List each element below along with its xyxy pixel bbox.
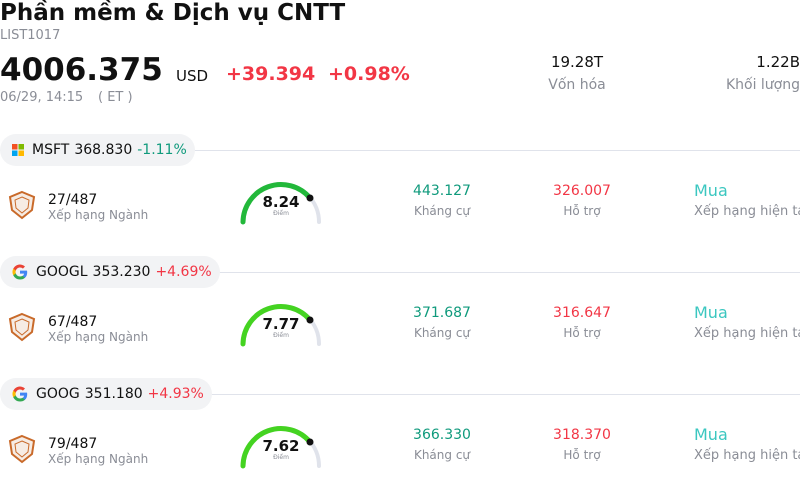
support: 318.370: [553, 427, 611, 443]
gauge-arc: [240, 426, 313, 469]
rank-icon: [8, 190, 36, 224]
divider: [0, 394, 800, 395]
shield: [8, 190, 36, 220]
logo-wrap: [12, 264, 28, 280]
rank: 79/487: [48, 436, 98, 452]
gauge: [239, 420, 325, 474]
resistance: 443.127: [413, 183, 471, 199]
score: 8.24: [262, 193, 300, 211]
change-pct: +0.98%: [328, 63, 410, 85]
currency: USD: [176, 67, 209, 85]
resistance: 371.687: [413, 305, 471, 321]
rank: 27/487: [48, 192, 98, 208]
rating-label: Xếp hạng hiện tại: [694, 326, 800, 341]
resistance-label: Kháng cự: [413, 326, 471, 340]
support-label: Hỗ trợ: [563, 204, 601, 218]
support: 326.007: [553, 183, 611, 199]
volume: 1.22B: [756, 53, 800, 71]
gauge-arc: [240, 304, 313, 347]
rating: Mua: [694, 425, 728, 444]
rank-icon: [8, 434, 36, 468]
price: 4006.375: [0, 52, 163, 88]
resistance-label: Kháng cự: [413, 204, 471, 218]
change: +39.394: [226, 63, 316, 85]
rank: 67/487: [48, 314, 98, 330]
stock-pill[interactable]: GOOGL 353.230 +4.69%: [0, 256, 220, 288]
gauge-svg: [240, 182, 321, 225]
stock-pill[interactable]: MSFT 368.830 -1.11%: [0, 134, 195, 166]
volume-label: Khối lượng: [725, 77, 800, 93]
resistance-label: Kháng cự: [413, 448, 471, 462]
code: LIST1017: [0, 28, 61, 43]
market-cap: 19.28T: [550, 53, 604, 71]
rating: Mua: [694, 181, 728, 200]
stock-change: +4.93%: [147, 386, 204, 402]
gauge-dot: [306, 316, 314, 324]
stock-price: 351.180: [84, 386, 143, 402]
logo: [12, 264, 28, 280]
rank-icon: [8, 312, 36, 346]
rank-label: Xếp hạng Ngành: [48, 208, 149, 222]
stock-change: +4.69%: [155, 264, 212, 280]
divider: [0, 272, 800, 273]
time: 06/29, 14:15: [0, 90, 84, 105]
gauge: [239, 298, 325, 352]
support-label: Hỗ trợ: [563, 448, 601, 462]
gauge-svg: [240, 304, 321, 347]
shield: [8, 434, 36, 464]
score: 7.77: [262, 315, 300, 333]
score-label: Điểm: [273, 210, 289, 217]
logo: [12, 386, 28, 402]
support: 316.647: [553, 305, 611, 321]
rating-label: Xếp hạng hiện tại: [694, 204, 800, 219]
logo-wrap: [12, 144, 24, 156]
support-label: Hỗ trợ: [563, 326, 601, 340]
rating: Mua: [694, 303, 728, 322]
gauge-dot: [306, 194, 314, 202]
gauge-svg: [240, 426, 321, 469]
market-cap-label: Vốn hóa: [548, 77, 606, 93]
stock-price: 368.830: [74, 142, 133, 158]
stock-change: -1.11%: [137, 142, 187, 158]
shield: [8, 312, 36, 342]
logo-wrap: [12, 386, 28, 402]
title: Phần mềm & Dịch vụ CNTT: [0, 0, 346, 26]
divider: [0, 150, 800, 151]
rating-label: Xếp hạng hiện tại: [694, 448, 800, 463]
score-label: Điểm: [273, 332, 289, 339]
stock-ticker: MSFT: [32, 142, 70, 158]
stock-ticker: GOOG: [36, 386, 80, 402]
gauge: [239, 176, 325, 230]
rank-label: Xếp hạng Ngành: [48, 330, 149, 344]
stock-ticker: GOOGL: [36, 264, 88, 280]
gauge-dot: [306, 438, 314, 446]
resistance: 366.330: [413, 427, 471, 443]
score: 7.62: [262, 437, 300, 455]
rank-label: Xếp hạng Ngành: [48, 452, 149, 466]
logo: [12, 144, 24, 156]
stock-pill[interactable]: GOOG 351.180 +4.93%: [0, 378, 212, 410]
stock-price: 353.230: [92, 264, 151, 280]
gauge-arc: [240, 182, 313, 225]
timezone: ( ET ): [98, 90, 133, 105]
score-label: Điểm: [273, 454, 289, 461]
